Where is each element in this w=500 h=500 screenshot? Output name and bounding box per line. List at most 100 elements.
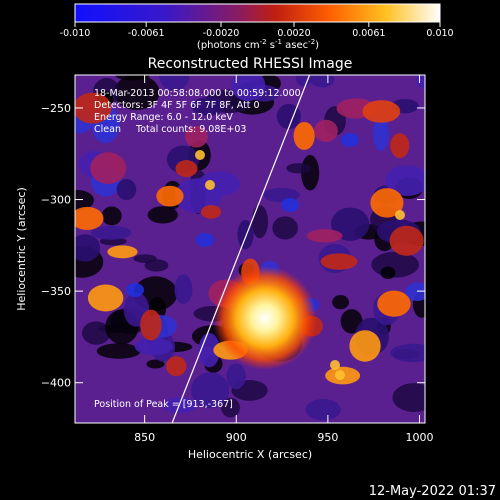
texture-blob: [395, 210, 405, 220]
colorbar-tick-label: 0.0020: [277, 28, 310, 39]
texture-blob: [332, 295, 350, 310]
texture-blob: [390, 343, 425, 363]
y-axis-label: Heliocentric Y (arcsec): [15, 187, 28, 311]
texture-blob: [101, 206, 122, 226]
colorbar-gradient: [74, 3, 441, 23]
texture-blob: [221, 397, 240, 418]
texture-blob: [205, 180, 215, 190]
texture-blob: [196, 233, 214, 247]
texture-blob: [405, 282, 425, 302]
texture-blob: [293, 121, 315, 150]
info-line-energy: Energy Range: 6.0 - 12.0 keV: [94, 112, 233, 123]
texture-blob: [146, 359, 165, 369]
texture-blob: [191, 372, 230, 409]
heatmap-image: [75, 75, 425, 423]
info-line-time: 18-Mar-2013 00:58:08.000 to 00:59:12.000: [94, 88, 301, 99]
solar-limb-line: [171, 75, 311, 423]
colorbar-tick-label: -0.010: [60, 28, 91, 39]
colorbar: -0.010 -0.0061 -0.0020 0.0020 0.0061 0.010 (p…: [60, 3, 454, 51]
texture-blob: [385, 165, 425, 196]
texture-blob: [75, 92, 112, 124]
texture-blob: [330, 207, 370, 241]
texture-blob: [175, 160, 198, 178]
texture-blob: [310, 75, 335, 88]
texture-blob: [226, 363, 246, 390]
y-axis: −250 −300 −350 −400: [41, 102, 425, 390]
y-tick-label: −350: [41, 285, 71, 298]
texture-blob: [133, 254, 157, 263]
x-tick-label: 1000: [406, 431, 434, 444]
texture-blob: [380, 266, 396, 280]
colorbar-units: (photons cm-2 s-1 asec-2): [197, 38, 319, 51]
texture-blob: [281, 198, 299, 212]
texture-blob: [341, 133, 359, 147]
texture-blob: [314, 119, 338, 142]
y-tick-label: −300: [41, 194, 71, 207]
texture-blob: [87, 284, 124, 312]
info-line-clean: Clean Total counts: 9.08E+03: [94, 124, 246, 135]
y-tick-label: −400: [41, 377, 71, 390]
colorbar-tick-label: -0.0061: [128, 28, 165, 39]
texture-blob: [113, 75, 160, 110]
texture-blob: [370, 188, 404, 218]
texture-blob: [140, 309, 162, 341]
texture-blob: [166, 356, 187, 377]
texture-blob: [362, 100, 401, 123]
texture-blob: [306, 229, 343, 243]
texture-blob: [390, 133, 410, 159]
texture-blob: [272, 216, 298, 240]
texture-blob: [320, 253, 358, 270]
texture-blob: [389, 225, 424, 256]
texture-blob: [90, 152, 127, 184]
texture-blob: [416, 75, 425, 90]
texture-blob: [115, 75, 150, 81]
texture-blob: [107, 245, 138, 259]
texture-blob: [185, 125, 208, 148]
texture-blob: [198, 171, 241, 197]
x-axis: 850 900 950 1000: [134, 75, 434, 444]
colorbar-tick-label: -0.0020: [203, 28, 240, 39]
plot-frame: [74, 74, 426, 424]
texture-blob: [392, 383, 425, 413]
texture-blob: [75, 234, 101, 262]
peak-position-label: Position of Peak = [913,-367]: [94, 399, 233, 410]
texture-blob: [156, 185, 184, 207]
texture-blob: [91, 225, 132, 240]
texture-blob: [126, 283, 144, 297]
texture-blob: [116, 178, 137, 201]
texture-blob: [75, 190, 94, 211]
texture-blob: [200, 205, 222, 219]
observation-info: 18-Mar-2013 00:58:08.000 to 00:59:12.000…: [94, 88, 301, 135]
texture-blob: [147, 206, 178, 224]
texture-blob: [349, 330, 381, 362]
texture-blob: [251, 205, 269, 239]
info-line-detectors: Detectors: 3F 4F 5F 6F 7F 8F, Att 0: [94, 100, 260, 111]
colorbar-tick-label: 0.0061: [352, 28, 385, 39]
texture-blob: [231, 75, 266, 102]
x-tick-label: 950: [317, 431, 338, 444]
timestamp: 12-May-2022 01:37: [369, 484, 496, 499]
texture-blob: [301, 154, 320, 191]
texture-blob: [134, 337, 173, 356]
colorbar-tick-label: 0.010: [426, 28, 453, 39]
colorbar-ticks: -0.010 -0.0061 -0.0020 0.0020 0.0061 0.010: [60, 22, 454, 39]
texture-blob: [372, 115, 390, 151]
texture-blob: [191, 97, 225, 116]
texture-blob: [96, 343, 141, 359]
x-tick-label: 900: [226, 431, 247, 444]
x-tick-label: 850: [134, 431, 155, 444]
texture-blob: [330, 360, 340, 370]
chart-title: Reconstructed RHESSI Image: [148, 56, 353, 72]
texture-blob: [159, 75, 190, 92]
texture-blob: [195, 150, 205, 160]
texture-blob: [174, 274, 193, 305]
y-tick-label: −250: [41, 102, 71, 115]
texture-blob: [377, 290, 411, 317]
texture-blob: [286, 163, 312, 174]
peak-source: [213, 266, 317, 370]
x-axis-label: Heliocentric X (arcsec): [188, 448, 312, 461]
texture-blob: [305, 398, 341, 421]
texture-blob: [75, 206, 104, 231]
texture-blob: [276, 103, 301, 130]
